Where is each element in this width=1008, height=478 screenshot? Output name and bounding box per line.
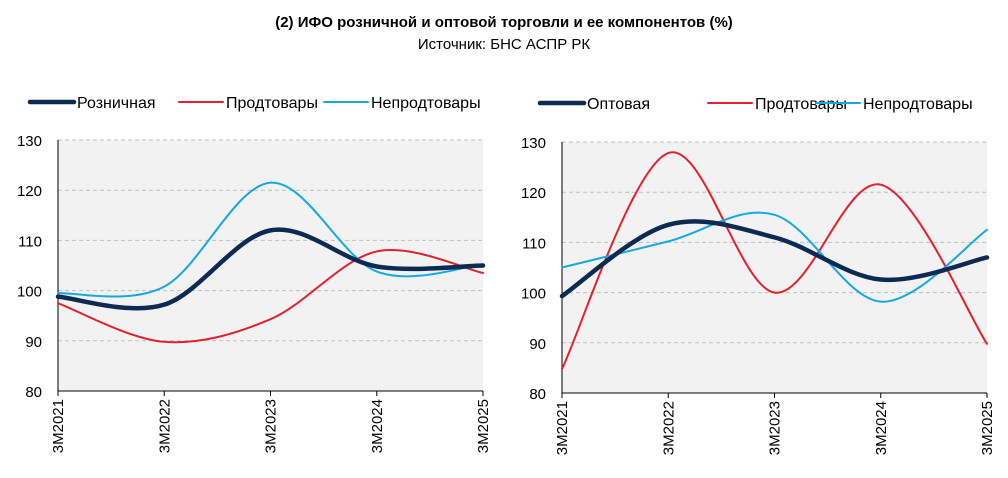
series-line-3 xyxy=(57,181,484,298)
x-tick-label: 3М2024 xyxy=(873,401,890,455)
y-tick-label: 90 xyxy=(529,336,546,353)
plot-area xyxy=(562,142,987,393)
chart-title: (2) ИФО розничной и оптовой торговли и е… xyxy=(275,14,733,31)
y-tick-label: 130 xyxy=(521,135,546,152)
series-line-1 xyxy=(559,219,990,299)
x-tick-label: 3М2025 xyxy=(475,399,492,453)
x-tick-label: 3М2025 xyxy=(979,401,996,455)
x-tick-label: 3М2023 xyxy=(263,399,280,453)
y-tick-label: 90 xyxy=(25,334,42,351)
legend-label: Непродтовары xyxy=(863,96,973,113)
series-line-3 xyxy=(561,211,988,303)
legend-label: Продтовары xyxy=(755,96,847,113)
x-tick-label: 3М2023 xyxy=(767,401,784,455)
y-tick-label: 110 xyxy=(18,233,42,250)
chart-source: Источник: БНС АСПР РК xyxy=(417,36,591,53)
x-tick-label: 3М2021 xyxy=(50,399,67,453)
plot-area xyxy=(58,140,483,391)
y-tick-label: 80 xyxy=(529,386,546,403)
wholesale-chart: 80 90 100 110 120 130 3М2021 3М2022 3М2023 3М2024… xyxy=(521,96,996,455)
x-tick-label: 3М2022 xyxy=(660,401,677,455)
series-line-1 xyxy=(55,227,486,311)
y-tick-label: 80 xyxy=(25,384,42,401)
legend-label: Оптовая xyxy=(587,96,650,113)
y-tick-label: 130 xyxy=(17,133,42,150)
x-tick-label: 3М2021 xyxy=(554,401,571,455)
legend-label: Непродтовары xyxy=(371,95,481,112)
y-tick-label: 100 xyxy=(521,286,546,303)
y-tick-label: 120 xyxy=(17,183,42,200)
y-tick-label: 110 xyxy=(522,235,546,252)
y-tick-label: 120 xyxy=(521,185,546,202)
y-tick-label: 100 xyxy=(17,284,42,301)
x-tick-label: 3М2024 xyxy=(369,399,386,453)
legend-label: Розничная xyxy=(77,95,156,112)
retail-chart: 80 90 100 110 120 130 3М2021 3М2022 3М2023 3М2024… xyxy=(17,95,492,453)
x-tick-label: 3М2022 xyxy=(156,399,173,453)
legend-label: Продтовары xyxy=(226,95,318,112)
series-line-2 xyxy=(57,249,484,344)
series-line-2 xyxy=(561,151,988,370)
